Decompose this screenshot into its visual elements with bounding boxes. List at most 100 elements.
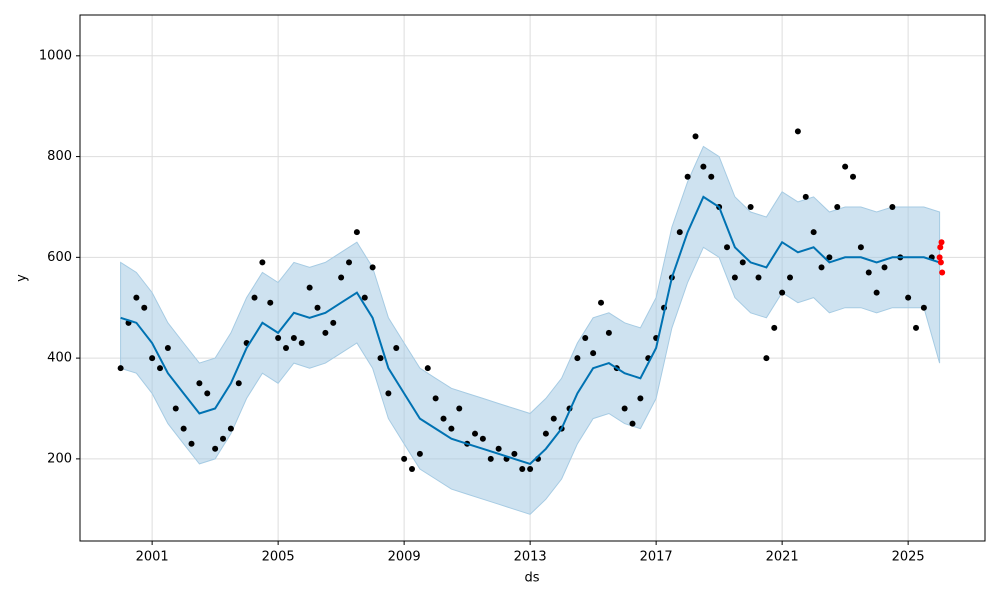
observed-point (842, 163, 849, 170)
observed-point (779, 289, 786, 296)
observed-point (826, 254, 833, 261)
y-tick-label: 800 (47, 149, 72, 164)
observed-point (873, 289, 880, 296)
observed-point (432, 395, 439, 402)
observed-point (708, 173, 715, 180)
observed-point (905, 294, 912, 301)
observed-point (747, 203, 754, 210)
holdout-point (939, 269, 946, 276)
observed-point (149, 355, 156, 362)
observed-point (810, 229, 817, 236)
observed-point (881, 264, 888, 271)
observed-point (440, 415, 447, 422)
y-axis-label: y (15, 274, 30, 282)
observed-point (550, 415, 557, 422)
observed-point (542, 430, 549, 437)
observed-point (605, 329, 612, 336)
observed-point (590, 350, 597, 357)
observed-point (314, 304, 321, 311)
holdout-point (937, 244, 944, 251)
x-tick-label: 2009 (388, 550, 421, 565)
observed-point (802, 193, 809, 200)
observed-point (322, 329, 329, 336)
observed-point (598, 299, 605, 306)
observed-point (259, 259, 266, 266)
observed-point (251, 294, 258, 301)
observed-point (479, 435, 486, 442)
observed-point (212, 445, 219, 452)
x-tick-label: 2021 (766, 550, 799, 565)
x-tick-label: 2025 (892, 550, 925, 565)
observed-point (913, 324, 920, 331)
y-tick-label: 1000 (39, 48, 72, 63)
x-tick-label: 2017 (640, 550, 673, 565)
observed-point (755, 274, 762, 281)
observed-point (306, 284, 313, 291)
y-tick-label: 400 (47, 351, 72, 366)
observed-point (401, 455, 408, 462)
observed-point (290, 334, 297, 341)
observed-point (487, 455, 494, 462)
observed-point (621, 405, 628, 412)
holdout-point (936, 254, 943, 261)
observed-point (818, 264, 825, 271)
observed-point (409, 465, 416, 472)
observed-point (739, 259, 746, 266)
observed-point (424, 365, 431, 372)
observed-point (377, 355, 384, 362)
x-tick-label: 2013 (514, 550, 547, 565)
observed-point (519, 465, 526, 472)
observed-point (393, 345, 400, 352)
observed-point (220, 435, 227, 442)
plot-area (80, 15, 985, 541)
x-tick-label: 2005 (262, 550, 295, 565)
observed-point (472, 430, 479, 437)
observed-point (188, 440, 195, 447)
observed-point (204, 390, 211, 397)
observed-point (582, 334, 589, 341)
observed-point (235, 380, 242, 387)
observed-point (676, 229, 683, 236)
uncertainty-band (120, 145, 941, 515)
observed-point (495, 445, 502, 452)
observed-point (763, 355, 770, 362)
observed-point (196, 380, 203, 387)
holdout-point (938, 239, 945, 246)
observed-point (164, 345, 171, 352)
observed-point (385, 390, 392, 397)
observed-point (865, 269, 872, 276)
observed-point (117, 365, 124, 372)
observed-point (787, 274, 794, 281)
observed-point (275, 334, 282, 341)
y-tick-label: 200 (47, 451, 72, 466)
observed-point (700, 163, 707, 170)
observed-point (857, 244, 864, 251)
holdout-point (937, 259, 944, 266)
observed-point (527, 465, 534, 472)
observed-point (794, 128, 801, 135)
observed-point (456, 405, 463, 412)
observed-point (180, 425, 187, 432)
observed-point (141, 304, 148, 311)
observed-point (637, 395, 644, 402)
observed-point (133, 294, 140, 301)
observed-point (920, 304, 927, 311)
observed-point (448, 425, 455, 432)
observed-point (771, 324, 778, 331)
observed-point (157, 365, 164, 372)
observed-point (267, 299, 274, 306)
observed-point (172, 405, 179, 412)
observed-point (338, 274, 345, 281)
observed-point (889, 203, 896, 210)
observed-point (330, 319, 337, 326)
observed-point (511, 450, 518, 457)
observed-point (574, 355, 581, 362)
observed-point (731, 274, 738, 281)
observed-point (684, 173, 691, 180)
observed-point (361, 294, 368, 301)
observed-point (692, 133, 699, 140)
observed-point (369, 264, 376, 271)
observed-point (227, 425, 234, 432)
observed-point (283, 345, 290, 352)
